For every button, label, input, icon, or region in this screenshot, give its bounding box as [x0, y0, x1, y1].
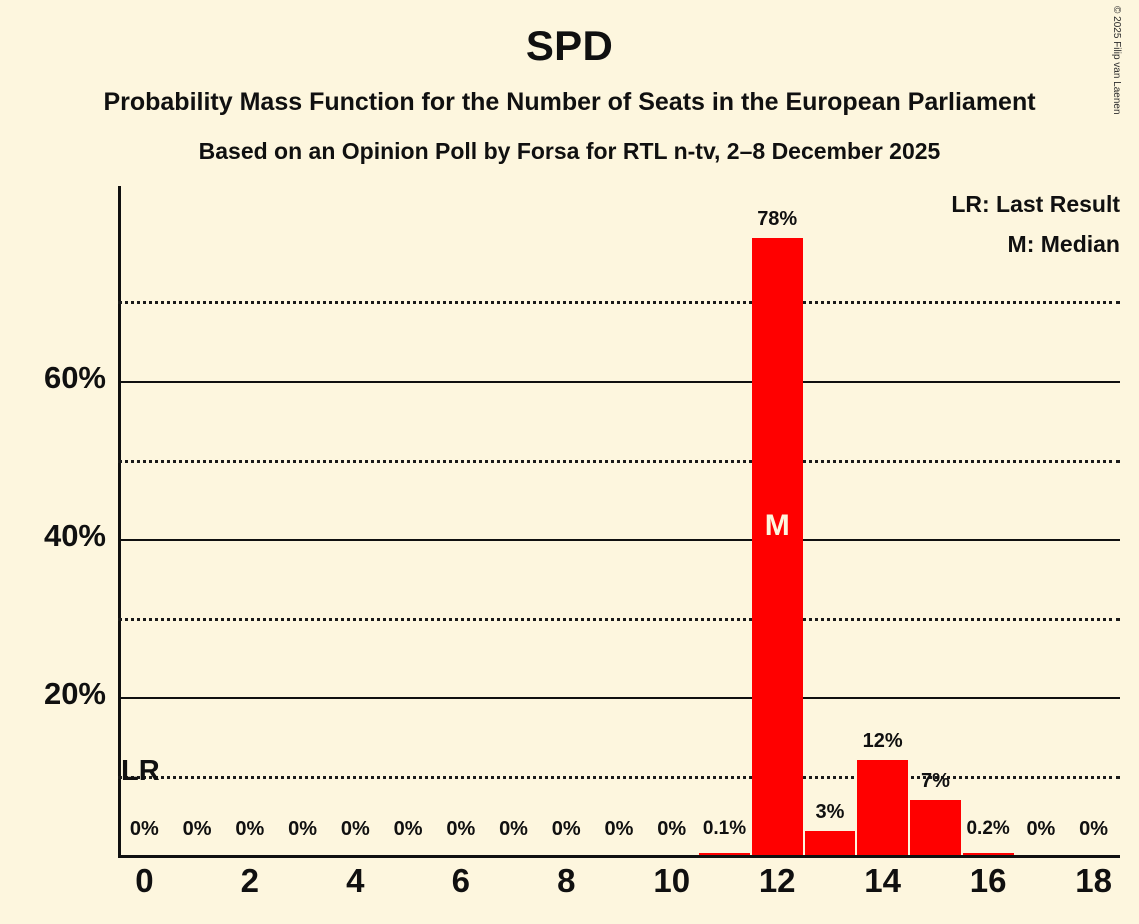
gridline-dotted: [118, 775, 1120, 779]
plot-area: 20% 40% 60% 0% 0% 0% 0% 0% 0% 0% 0% 0% 0% 0% 0.1% 78% 3…: [44, 186, 1120, 899]
legend-item-last-result: LR: Last Result: [951, 191, 1120, 217]
bar-value-label: 0%: [288, 818, 318, 840]
bar: [857, 760, 909, 855]
bar-value-label: 0%: [393, 818, 423, 840]
bar-value-label: 0.1%: [702, 818, 747, 839]
x-axis-tick-label: 14: [864, 862, 902, 899]
gridline-dotted: [118, 459, 1120, 463]
y-axis-tick-label: 60%: [43, 359, 106, 395]
bar-value-label: 7%: [920, 769, 950, 792]
gridline-dotted: [118, 301, 1120, 305]
copyright-text: © 2025 Filip van Laenen: [1111, 6, 1122, 115]
x-axis-tick-label: 4: [346, 862, 365, 899]
chart-title: SPD: [525, 22, 614, 69]
x-axis-tick-label: 12: [758, 862, 796, 899]
bar-value-label: 0%: [182, 818, 212, 840]
x-axis-tick-label: 18: [1075, 862, 1112, 899]
bar-value-label: 0.2%: [966, 818, 1010, 839]
bar: [910, 799, 961, 855]
bar-value-label: 0%: [235, 818, 265, 840]
bar-value-label: 0%: [657, 818, 687, 840]
median-marker: M: [764, 508, 790, 542]
x-axis-tick-label: 6: [451, 862, 470, 899]
x-axis-tick-label: 10: [653, 862, 691, 899]
bar-value-label: 0%: [499, 818, 528, 840]
x-axis-tick-label: 16: [969, 862, 1007, 899]
bar: [962, 853, 1014, 855]
chart-subtitle-primary: Probability Mass Function for the Number…: [103, 88, 1036, 116]
bar-value-label: 0%: [446, 818, 476, 840]
bar: [699, 853, 750, 855]
x-axis-tick-label: 0: [135, 862, 154, 899]
bar-value-label: 0%: [1079, 818, 1109, 840]
y-axis-line: [118, 186, 121, 855]
bar-value-label: 0%: [551, 818, 581, 840]
bar-value-label: 0%: [129, 818, 159, 840]
bar-value-label: 3%: [815, 801, 845, 824]
bar-value-label: 78%: [757, 208, 798, 231]
bar-value-label: 0%: [340, 818, 370, 840]
gridline-solid: [118, 380, 1120, 383]
legend-item-median: M: Median: [1007, 231, 1120, 257]
bar: [804, 831, 856, 855]
bar-value-label: 0%: [1026, 818, 1056, 840]
bar-value-label: 12%: [862, 730, 903, 753]
y-axis-tick-label: 20%: [43, 675, 106, 711]
copyright-notice: © 2025 Filip van Laenen: [1111, 6, 1138, 126]
bar-value-label: 0%: [604, 818, 634, 840]
chart-legend: LR: Last Result M: Median: [951, 184, 1120, 264]
y-axis-tick-label: 40%: [43, 517, 106, 553]
x-axis-tick-label: 2: [240, 862, 259, 899]
x-axis-line: [118, 855, 1120, 858]
last-result-marker: LR: [121, 754, 160, 787]
x-axis-tick-label: 8: [557, 862, 576, 899]
gridline-solid: [118, 538, 1120, 541]
gridline-solid: [118, 696, 1120, 699]
bar: [751, 238, 803, 855]
gridline-dotted: [118, 617, 1120, 621]
chart-subtitle-source: Based on an Opinion Poll by Forsa for RT…: [198, 138, 941, 164]
